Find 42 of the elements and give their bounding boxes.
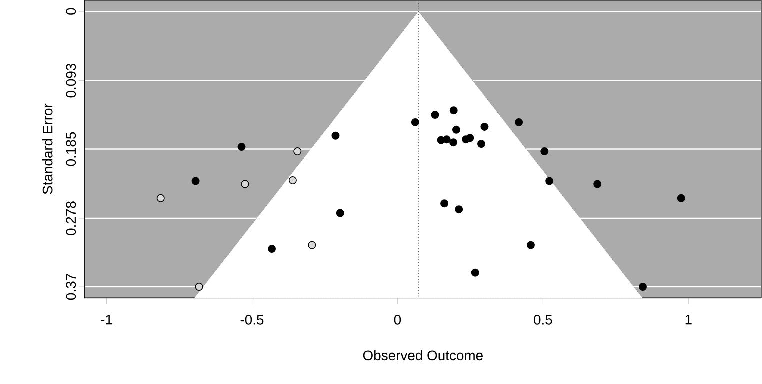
y-tick-label: 0 xyxy=(66,8,76,15)
point xyxy=(195,282,204,291)
point xyxy=(336,209,344,218)
point xyxy=(455,206,464,214)
point xyxy=(192,177,200,186)
point xyxy=(466,134,474,142)
point xyxy=(450,106,458,115)
x-tick-label: 0.5 xyxy=(534,314,552,325)
point xyxy=(294,147,302,156)
point xyxy=(526,241,535,250)
point xyxy=(411,118,420,126)
x-tick-label: -0.5 xyxy=(240,314,264,325)
point xyxy=(450,138,458,147)
point xyxy=(638,282,647,291)
point xyxy=(677,194,686,202)
point xyxy=(241,180,250,188)
point xyxy=(156,194,165,202)
point xyxy=(332,132,340,140)
point xyxy=(546,177,554,186)
x-tick-label: -1 xyxy=(101,314,112,325)
x-axis-title: Observed Outcome xyxy=(363,350,483,361)
point xyxy=(480,122,489,131)
y-tick-label: 0.278 xyxy=(66,202,76,236)
point xyxy=(540,147,549,156)
point xyxy=(440,200,449,208)
point xyxy=(594,180,602,188)
y-tick-label: 0.093 xyxy=(66,64,76,98)
point xyxy=(308,241,316,250)
point xyxy=(268,244,276,253)
point xyxy=(288,176,297,184)
y-tick-label: 0.37 xyxy=(66,274,76,300)
point xyxy=(471,268,480,277)
y-axis-title: Standard Error xyxy=(42,104,53,194)
point xyxy=(478,140,486,148)
point xyxy=(515,118,524,126)
point xyxy=(238,143,246,152)
y-tick-label: 0.185 xyxy=(66,132,76,166)
point xyxy=(431,110,440,119)
point xyxy=(452,126,460,134)
x-tick-label: 0 xyxy=(394,314,402,325)
point xyxy=(442,136,451,144)
x-tick-label: 1 xyxy=(686,314,692,325)
